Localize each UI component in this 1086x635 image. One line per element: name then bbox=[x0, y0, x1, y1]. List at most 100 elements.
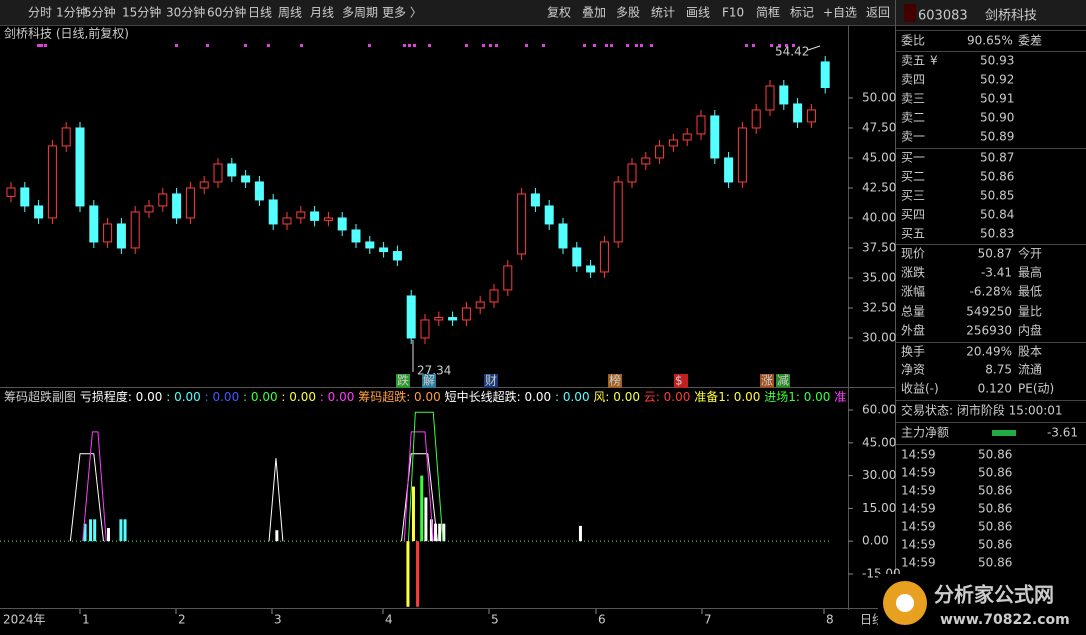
candle bbox=[434, 317, 444, 321]
indicator-field: : 0.00 bbox=[166, 390, 204, 404]
stat-value: -3.41 bbox=[981, 266, 1012, 280]
signal-dot bbox=[413, 44, 416, 47]
y-tick-label: 37.50 bbox=[862, 240, 896, 254]
currency: ¥ bbox=[930, 54, 938, 68]
x-tick-label: 6 bbox=[598, 613, 606, 627]
indicator-bar bbox=[411, 486, 415, 542]
toolbar-button[interactable]: 周线 bbox=[278, 6, 302, 20]
signal-dot bbox=[610, 44, 613, 47]
toolbar-button[interactable]: 多周期 bbox=[342, 6, 378, 20]
signal-badge bbox=[674, 374, 688, 388]
toolbar-button[interactable]: 统计 bbox=[651, 6, 675, 20]
x-tick-label: 1 bbox=[82, 613, 90, 627]
indicator-field: : 0.00 bbox=[205, 390, 243, 404]
signal-dot bbox=[489, 44, 492, 47]
candle bbox=[420, 319, 430, 339]
toolbar-button[interactable]: 画线 bbox=[686, 6, 710, 20]
indicator-header: 筹码超跌副图 亏损程度: 0.00 : 0.00 : 0.00 : 0.00 :… bbox=[4, 389, 866, 404]
candle bbox=[517, 193, 527, 255]
signal-badge bbox=[484, 374, 498, 388]
candle bbox=[724, 157, 734, 183]
toolbar-button[interactable]: 返回 bbox=[866, 6, 890, 20]
candle bbox=[558, 223, 568, 249]
candle bbox=[682, 133, 692, 141]
indicator-field: 亏损程度: 0.00 bbox=[80, 389, 166, 404]
candle bbox=[227, 163, 237, 177]
toolbar-button[interactable]: 15分钟 bbox=[122, 5, 161, 20]
sell-price: 50.91 bbox=[980, 92, 1014, 106]
indicator-field: 筹码超跌: 0.00 bbox=[358, 389, 444, 404]
logo-url: www.70822.com bbox=[940, 612, 1070, 628]
y-tick-label: 42.50 bbox=[862, 180, 896, 194]
stat-label: 换手 bbox=[901, 345, 925, 359]
candle bbox=[668, 139, 678, 147]
toolbar-button[interactable]: 分时 bbox=[28, 6, 52, 20]
x-tick-label: 4 bbox=[385, 613, 393, 627]
y-tick-label: 32.50 bbox=[862, 300, 896, 314]
candle bbox=[172, 193, 182, 219]
signal-dot bbox=[495, 44, 498, 47]
x-tick-label: 8 bbox=[826, 613, 834, 627]
indicator-bar bbox=[123, 519, 127, 542]
toolbar-button[interactable]: 5分钟 bbox=[84, 5, 116, 20]
x-tick-label: 2024年 bbox=[3, 613, 46, 627]
candle bbox=[613, 181, 623, 243]
y-tick-label: 30.00 bbox=[862, 330, 896, 344]
stat-label: 现价 bbox=[901, 247, 925, 261]
candle bbox=[503, 265, 513, 291]
buy-price: 50.85 bbox=[980, 189, 1014, 203]
candle bbox=[282, 217, 292, 225]
toolbar-button[interactable]: 日线 bbox=[248, 6, 272, 20]
tick-price: 50.86 bbox=[978, 538, 1012, 552]
indicator-bar bbox=[89, 519, 93, 542]
buy-label: 买四 bbox=[901, 208, 925, 222]
stat-label: 最低 bbox=[1018, 285, 1042, 299]
candle bbox=[34, 205, 44, 219]
toolbar-button[interactable]: F10 bbox=[722, 6, 744, 20]
toolbar-button[interactable]: 月线 bbox=[310, 6, 334, 20]
indicator-bar bbox=[442, 523, 446, 542]
field-value: 90.65% bbox=[967, 34, 1013, 48]
candle bbox=[641, 157, 651, 165]
signal-dot bbox=[40, 44, 43, 47]
signal-dot bbox=[206, 44, 209, 47]
flow-label: 主力净额 bbox=[901, 426, 949, 440]
candle bbox=[489, 289, 499, 303]
candle bbox=[310, 211, 320, 221]
toolbar-button[interactable]: 复权 bbox=[547, 6, 571, 20]
toolbar-button[interactable]: 1分钟 bbox=[56, 5, 88, 20]
toolbar-button[interactable]: 标记 bbox=[790, 6, 814, 20]
signal-dot bbox=[368, 44, 371, 47]
stat-value: -6.28% bbox=[970, 285, 1012, 299]
candle bbox=[61, 127, 71, 147]
indicator-field: : 0.00 bbox=[281, 390, 319, 404]
logo-title: 分析家公式网 bbox=[934, 583, 1054, 607]
toolbar-button[interactable]: 简框 bbox=[756, 6, 780, 20]
toolbar-button[interactable]: 叠加 bbox=[582, 6, 606, 20]
signal-label: 减 bbox=[777, 374, 789, 388]
toolbar-button[interactable]: 多股 bbox=[616, 6, 640, 20]
signal-dot bbox=[408, 44, 411, 47]
signal-dot bbox=[244, 44, 247, 47]
tick-time: 14:59 bbox=[901, 484, 936, 498]
buy-price: 50.83 bbox=[980, 227, 1014, 241]
candle bbox=[392, 251, 402, 261]
candle bbox=[185, 187, 195, 219]
y-tick-label: 45.00 bbox=[862, 150, 896, 164]
toolbar-button[interactable]: 更多 〉 bbox=[382, 6, 422, 20]
stock-icon bbox=[904, 4, 916, 22]
indicator-field: 进场1: 0.00 bbox=[764, 390, 834, 404]
indicator-bar bbox=[416, 541, 420, 607]
signal-dot bbox=[605, 44, 608, 47]
toolbar-button[interactable]: 60分钟 bbox=[207, 5, 246, 20]
toolbar-button[interactable]: 30分钟 bbox=[166, 5, 205, 20]
indicator-bar bbox=[429, 519, 433, 542]
signal-badge bbox=[608, 374, 622, 388]
candle bbox=[475, 301, 485, 309]
signal-dot bbox=[770, 44, 773, 47]
indicator-field: 准备2 bbox=[834, 390, 866, 404]
candle bbox=[406, 295, 416, 339]
toolbar-button[interactable]: +自选 bbox=[823, 6, 857, 20]
trade-status: 交易状态: 闭市阶段 15:00:01 bbox=[901, 403, 1063, 418]
signal-label: 解 bbox=[423, 374, 435, 388]
